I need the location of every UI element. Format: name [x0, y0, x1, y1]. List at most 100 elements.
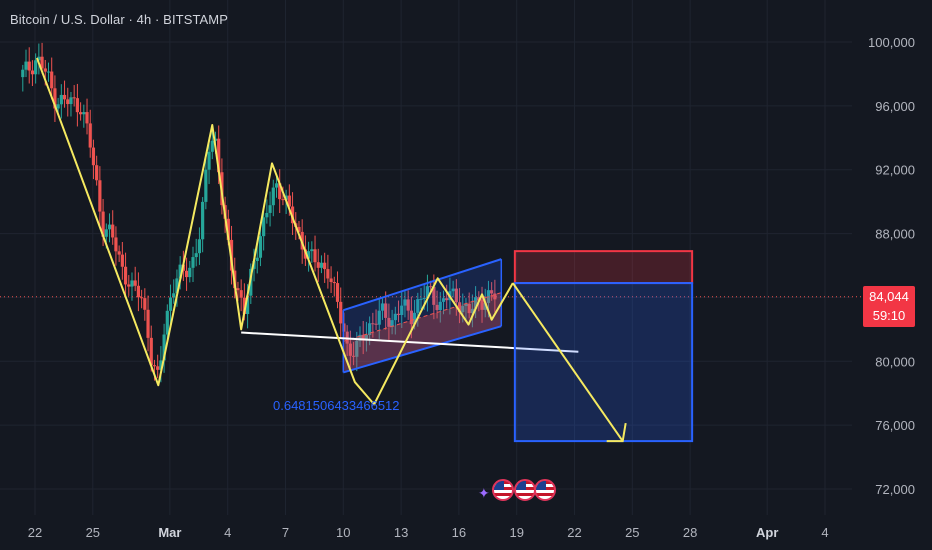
candle-body [184, 270, 189, 278]
y-tick-label: 80,000 [875, 354, 915, 369]
candle-body [262, 217, 266, 237]
candle-body [117, 251, 121, 255]
candle-body [43, 68, 47, 72]
candle-body [88, 123, 92, 148]
candle-body [368, 323, 372, 336]
candle-body [37, 56, 41, 61]
candle-body [477, 297, 481, 300]
candle-body [168, 297, 173, 311]
candle-body [242, 297, 246, 315]
y-tick-label: 72,000 [875, 482, 915, 497]
candle-body [213, 138, 218, 141]
candle-body [361, 334, 365, 341]
x-tick-label: 25 [86, 525, 100, 540]
candle-body [335, 283, 340, 302]
us-flag-icon[interactable] [492, 479, 514, 501]
candle-body [34, 60, 38, 75]
candle-body [358, 334, 362, 341]
candle-body [66, 99, 70, 105]
y-tick-label: 88,000 [875, 227, 915, 242]
chart-drawings [0, 57, 862, 443]
candle-body [178, 264, 182, 279]
candle-body [123, 266, 128, 285]
candle-body [422, 298, 426, 300]
price-axis: 100,00096,00092,00088,00084,00080,00076,… [868, 35, 915, 497]
candle-body [274, 183, 279, 188]
y-tick-label: 100,000 [868, 35, 915, 50]
candle-body [371, 323, 375, 325]
y-tick-label: 76,000 [875, 418, 915, 433]
candle-body [162, 334, 166, 361]
candle-body [30, 70, 35, 75]
x-tick-label: 7 [282, 525, 289, 540]
candle-body [384, 303, 388, 318]
candle-body [329, 278, 333, 282]
candle-body [406, 299, 410, 311]
candle-body [457, 302, 462, 313]
candle-body [348, 343, 352, 356]
candle-body [82, 112, 86, 115]
fib-level-label: 0.6481506433466512 [273, 398, 400, 413]
candle-body [85, 112, 89, 124]
support-line [241, 331, 579, 353]
candle-body [271, 187, 275, 206]
chart-grid [0, 0, 852, 515]
x-tick-label: 25 [625, 525, 639, 540]
candle-body [59, 94, 63, 105]
projection-arrow-line [512, 282, 624, 442]
x-tick-label: 19 [509, 525, 523, 540]
last-price-tag: 84,044 59:10 [863, 286, 915, 327]
candle-body [493, 293, 497, 300]
candle-body [396, 313, 401, 315]
candle-body [40, 56, 44, 69]
projection-arrow-head [606, 422, 627, 443]
candle-body [313, 249, 317, 263]
candle-body [194, 253, 198, 258]
candle-body [79, 112, 83, 115]
candle-body [50, 71, 54, 89]
candle-body [217, 138, 221, 173]
candle-body [332, 281, 336, 284]
candle-body [136, 285, 141, 298]
candle-body [24, 61, 28, 70]
candle-body [281, 199, 285, 201]
candle-body [319, 262, 324, 268]
us-flag-icon[interactable] [534, 479, 556, 501]
candle-body [326, 269, 330, 279]
candle-body [133, 280, 137, 286]
candle-body [339, 301, 343, 324]
candle-body [474, 297, 478, 309]
candle-body [191, 257, 195, 268]
y-tick-label: 92,000 [875, 163, 915, 178]
candle-body [390, 320, 394, 327]
x-tick-label: 4 [821, 525, 828, 540]
candle-body [435, 304, 439, 311]
candle-body [69, 97, 73, 105]
candle-body [310, 249, 314, 252]
candle-body [464, 303, 468, 307]
bar-countdown: 59:10 [872, 308, 906, 323]
candle-body [175, 278, 179, 294]
candle-body [403, 299, 407, 306]
candle-body [91, 147, 96, 166]
us-flag-icon[interactable] [514, 479, 536, 501]
candle-body [239, 290, 243, 298]
candle-body [21, 69, 25, 78]
chart-title: Bitcoin / U.S. Dollar · 4h · BITSTAMP [10, 12, 229, 27]
time-axis: 22 25 Mar 4 7 10 13 16 19 22 25 28 Apr 4 [28, 525, 829, 540]
candle-body [255, 257, 259, 262]
sparkle-icon[interactable]: ✦ [478, 485, 490, 501]
candle-body [98, 180, 102, 212]
candle-body [75, 98, 79, 113]
candle-body [278, 183, 282, 200]
candle-body [165, 310, 169, 335]
economic-events[interactable]: ✦ [478, 479, 558, 505]
candle-body [297, 226, 301, 232]
zigzag-pattern-line [35, 57, 514, 406]
last-price-value: 84,044 [869, 289, 909, 304]
candle-body [226, 218, 230, 240]
x-tick-label: 13 [394, 525, 408, 540]
candle-body [62, 94, 67, 100]
candle-body [188, 267, 192, 278]
